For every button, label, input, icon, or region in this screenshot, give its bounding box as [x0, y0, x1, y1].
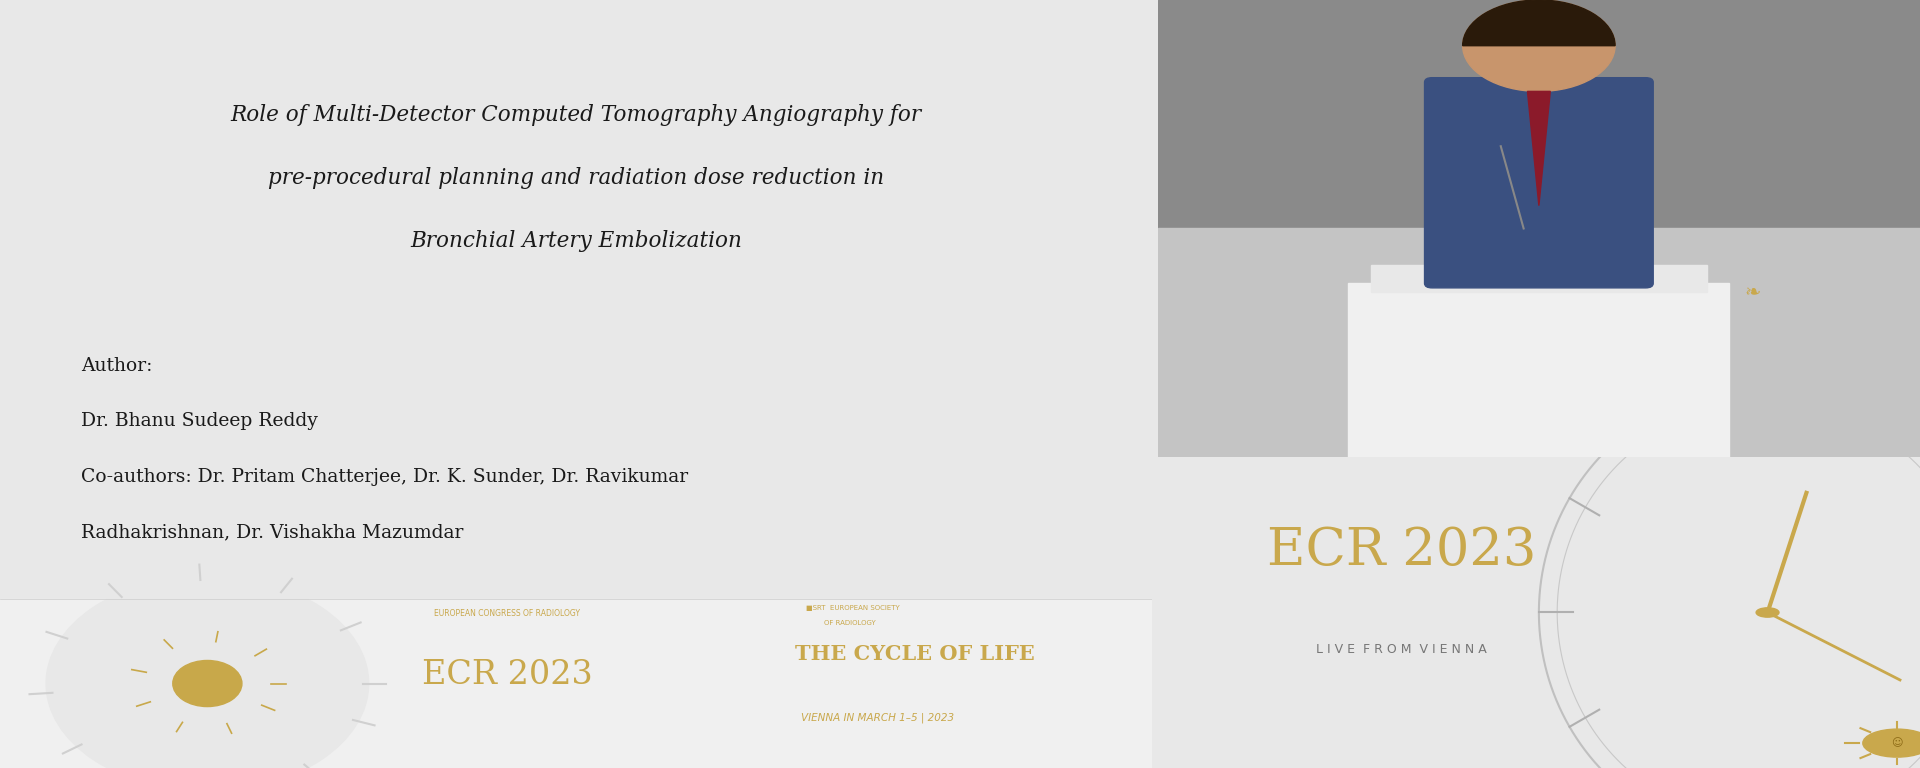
Text: ECR 2023: ECR 2023	[422, 659, 591, 691]
Text: VIENNA IN MARCH 1–5 | 2023: VIENNA IN MARCH 1–5 | 2023	[801, 713, 954, 723]
Circle shape	[1862, 729, 1920, 757]
Circle shape	[1757, 607, 1780, 617]
FancyBboxPatch shape	[1425, 78, 1653, 288]
Text: ❧: ❧	[1743, 283, 1761, 302]
Text: ☺: ☺	[1891, 738, 1903, 748]
Text: Dr. Bhanu Sudeep Reddy: Dr. Bhanu Sudeep Reddy	[81, 412, 317, 430]
Text: Author:: Author:	[81, 357, 152, 375]
Text: L I V E  F R O M  V I E N N A: L I V E F R O M V I E N N A	[1317, 644, 1488, 657]
Text: Bronchial Artery Embolization: Bronchial Artery Embolization	[411, 230, 741, 252]
Wedge shape	[1463, 0, 1615, 45]
Text: THE CYCLE OF LIFE: THE CYCLE OF LIFE	[795, 644, 1035, 664]
Polygon shape	[1528, 91, 1549, 206]
Bar	[1158, 0, 1920, 229]
Text: ECR 2023: ECR 2023	[1267, 525, 1536, 576]
Circle shape	[1463, 0, 1615, 91]
Text: Co-authors: Dr. Pritam Chatterjee, Dr. K. Sunder, Dr. Ravikumar: Co-authors: Dr. Pritam Chatterjee, Dr. K…	[81, 468, 687, 485]
Text: EUROPEAN CONGRESS OF RADIOLOGY: EUROPEAN CONGRESS OF RADIOLOGY	[434, 609, 580, 618]
Circle shape	[92, 607, 323, 760]
Text: ■SRT  EUROPEAN SOCIETY: ■SRT EUROPEAN SOCIETY	[806, 604, 900, 611]
Circle shape	[173, 660, 242, 707]
Bar	[1348, 283, 1730, 457]
Circle shape	[1793, 314, 1855, 339]
Bar	[1371, 265, 1707, 293]
Bar	[0, 599, 1152, 768]
Text: OF RADIOLOGY: OF RADIOLOGY	[806, 620, 876, 626]
Text: pre-procedural planning and radiation dose reduction in: pre-procedural planning and radiation do…	[269, 167, 883, 189]
Text: Radhakrishnan, Dr. Vishakha Mazumdar: Radhakrishnan, Dr. Vishakha Mazumdar	[81, 523, 463, 541]
Circle shape	[46, 576, 369, 768]
Text: Role of Multi-Detector Computed Tomography Angiography for: Role of Multi-Detector Computed Tomograp…	[230, 104, 922, 126]
Circle shape	[138, 637, 276, 730]
Bar	[1158, 229, 1920, 457]
